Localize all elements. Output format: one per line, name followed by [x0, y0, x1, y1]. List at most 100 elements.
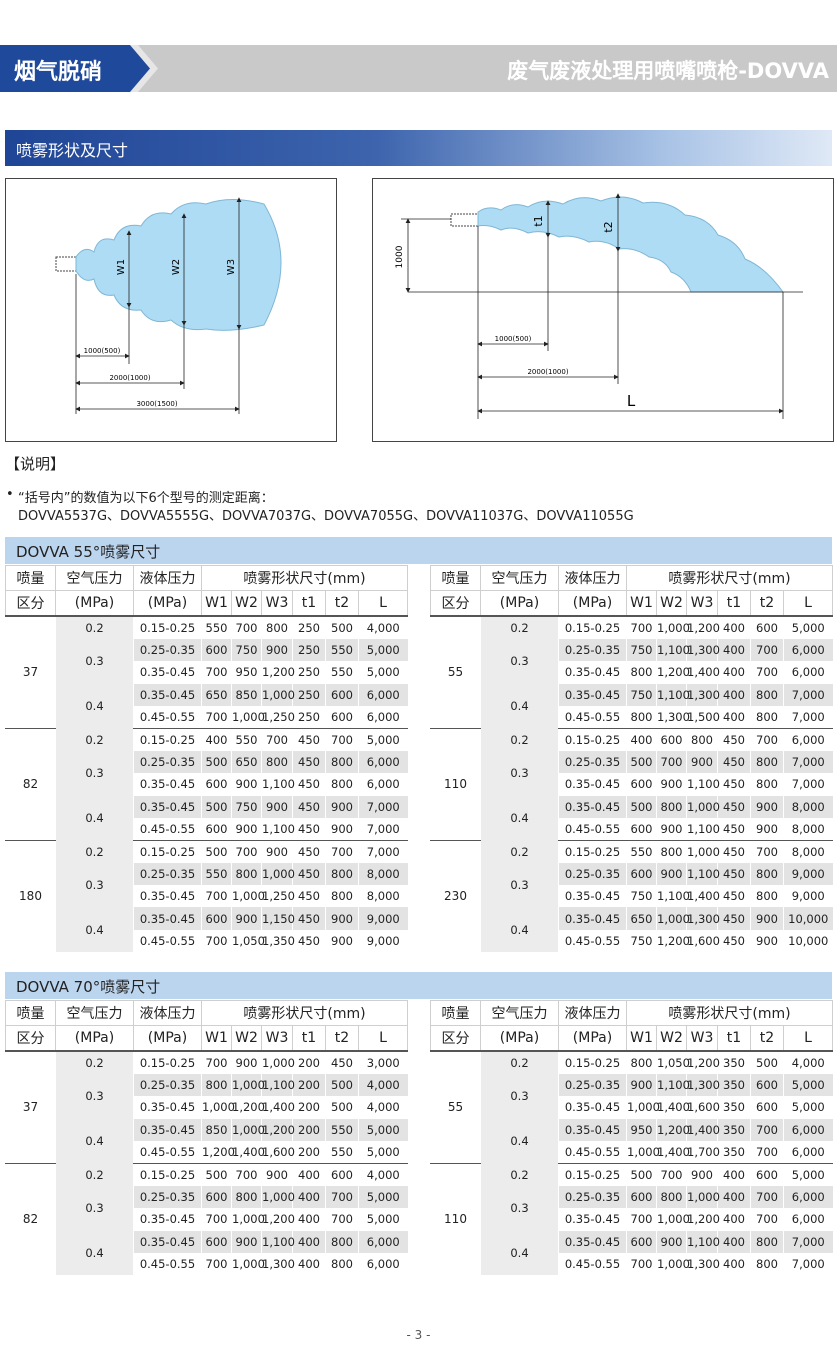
value-cell: 450 — [717, 840, 751, 864]
diagram-left: W1 W2 W3 1000(500) 2000(1000) 3000(1500) — [5, 178, 337, 442]
air-pressure-cell: 0.3 — [55, 1074, 134, 1119]
value-cell: 9,000 — [782, 863, 833, 886]
value-cell: 0.35-0.45 — [133, 885, 202, 908]
value-cell: 5,000 — [357, 1208, 408, 1231]
value-cell: 600 — [325, 1163, 359, 1187]
tab — [0, 45, 150, 92]
header-cell: W1 — [201, 590, 232, 617]
value-cell: 0.35-0.45 — [558, 1208, 627, 1231]
value-cell: 3,000 — [357, 1051, 408, 1075]
air-pressure-cell: 0.3 — [55, 1186, 134, 1231]
data-row: 37 0.2 0.15-0.25 550 700 800 250 500 4,000 — [5, 616, 408, 729]
value-cell: 6,000 — [782, 1208, 833, 1231]
header-cell: 喷雾形状尺寸(mm) — [200, 565, 409, 591]
value-cell: 800 — [626, 661, 657, 684]
value-cell: 0.25-0.35 — [133, 1074, 202, 1097]
value-cell: 7,000 — [782, 1252, 833, 1275]
value-cell: 0.25-0.35 — [558, 1074, 627, 1097]
value-cell: 1,000 — [656, 907, 690, 930]
data-row: 0.3 0.25-0.35 600 800 1,000 400 700 6,000 — [431, 1186, 833, 1231]
data-row: 55 0.2 0.15-0.25 800 1,050 1,200 350 500 4,000 — [430, 1051, 833, 1164]
header-cell: W2 — [656, 1025, 687, 1052]
value-cell: 800 — [325, 885, 359, 908]
value-cell: 1,000 — [656, 616, 690, 640]
table-title: DOVVA 70°喷雾尺寸 — [16, 978, 161, 996]
value-cell: 600 — [201, 907, 232, 930]
value-cell: 450 — [292, 773, 326, 796]
value-cell: 900 — [261, 1163, 293, 1187]
header-cell: t1 — [717, 1025, 751, 1052]
value-cell: 6,000 — [357, 751, 408, 774]
value-cell: 900 — [325, 795, 359, 818]
value-cell: 800 — [656, 840, 687, 864]
data-row: 0.3 0.25-0.35 800 1,000 1,100 200 500 4,000 — [6, 1074, 408, 1119]
value-cell: 700 — [201, 1252, 232, 1275]
data-table: 喷量 空气压力 液体压力 喷雾形状尺寸(mm) 区分 (MPa) (MPa) W1 W2 W3 t1… — [5, 1000, 409, 1275]
value-cell: 900 — [750, 817, 784, 841]
value-cell: 7,000 — [782, 683, 833, 706]
value-cell: 750 — [626, 639, 657, 662]
value-cell: 0.15-0.25 — [133, 1051, 202, 1075]
value-cell: 0.35-0.45 — [558, 907, 627, 930]
value-cell: 0.35-0.45 — [133, 795, 202, 818]
value-cell: 1,150 — [261, 907, 295, 930]
value-cell: 550 — [325, 1140, 359, 1164]
value-cell: 0.35-0.45 — [558, 1118, 627, 1141]
value-cell: 6,000 — [782, 661, 833, 684]
value-cell: 5,000 — [357, 639, 408, 662]
data-row: 55 0.2 0.15-0.25 700 1,000 1,200 400 600 5,000 — [430, 616, 833, 729]
value-cell: 1,000 — [686, 795, 720, 818]
table-container: 喷量 空气压力 液体压力 喷雾形状尺寸(mm) 区分 (MPa) (MPa) W1 W2 W3 t1… — [5, 565, 409, 952]
value-cell: 900 — [325, 817, 359, 841]
header-cell: 区分 — [5, 590, 56, 617]
data-row: 0.35-0.45 750 1,100 1,400 450 800 9,000 — [431, 885, 833, 908]
value-cell: 8,000 — [357, 863, 408, 886]
value-cell: 750 — [626, 929, 657, 952]
header-cell: (MPa) — [558, 1025, 627, 1052]
value-cell: 450 — [292, 751, 326, 774]
value-cell: 550 — [231, 728, 262, 752]
value-cell: 500 — [201, 840, 232, 864]
value-cell: 1,000 — [626, 1140, 660, 1164]
data-row: 82 0.2 0.15-0.25 400 550 700 450 700 5,000 — [5, 728, 408, 841]
value-cell: 5,000 — [357, 661, 408, 684]
flow-cell: 37 — [5, 1051, 56, 1164]
header-cell: 液体压力 — [133, 1000, 202, 1026]
value-cell: 900 — [231, 817, 262, 841]
value-cell: 1,600 — [261, 1140, 295, 1164]
value-cell: 850 — [201, 1118, 232, 1141]
value-cell: 900 — [261, 840, 293, 864]
value-cell: 0.35-0.45 — [133, 661, 202, 684]
value-cell: 700 — [201, 1051, 232, 1075]
data-row: 0.35-0.45 1,000 1,400 1,600 350 600 5,000 — [431, 1096, 833, 1119]
value-cell: 0.25-0.35 — [558, 863, 627, 886]
value-cell: 700 — [750, 1140, 784, 1164]
value-cell: 1,200 — [261, 1118, 295, 1141]
value-cell: 10,000 — [782, 929, 833, 952]
header-cell: (MPa) — [133, 1025, 202, 1052]
header-row: 区分 (MPa) (MPa) W1 W2 W3 t1 t2 L — [5, 1025, 409, 1052]
data-row: 0.45-0.55 600 900 1,100 450 900 8,000 — [431, 817, 833, 841]
value-cell: 600 — [626, 817, 657, 841]
value-cell: 1,000 — [686, 1186, 720, 1209]
value-cell: 0.25-0.35 — [133, 751, 202, 774]
value-cell: 750 — [231, 795, 262, 818]
value-cell: 4,000 — [357, 1074, 408, 1097]
value-cell: 400 — [292, 1230, 326, 1253]
data-row: 0.4 0.35-0.45 600 900 1,100 400 800 6,000 — [6, 1230, 408, 1275]
value-cell: 1,050 — [231, 929, 265, 952]
value-cell: 600 — [201, 639, 232, 662]
data-table: 喷量 空气压力 液体压力 喷雾形状尺寸(mm) 区分 (MPa) (MPa) W1 W2 W3 t1… — [5, 565, 409, 952]
value-cell: 900 — [686, 1163, 718, 1187]
value-cell: 800 — [750, 773, 784, 796]
header-cell: (MPa) — [480, 1025, 559, 1052]
value-cell: 450 — [325, 1051, 359, 1075]
spray-shape — [477, 196, 784, 293]
air-pressure-cell: 0.4 — [55, 1230, 134, 1275]
dim-label: 1000(500) — [84, 347, 121, 355]
value-cell: 1,100 — [686, 817, 720, 841]
value-cell: 1,200 — [656, 661, 690, 684]
value-cell: 200 — [292, 1096, 326, 1119]
air-pressure-cell: 0.3 — [480, 639, 559, 684]
value-cell: 5,000 — [782, 616, 833, 640]
